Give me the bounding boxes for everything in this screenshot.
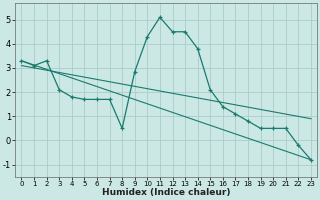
X-axis label: Humidex (Indice chaleur): Humidex (Indice chaleur) [102, 188, 230, 197]
